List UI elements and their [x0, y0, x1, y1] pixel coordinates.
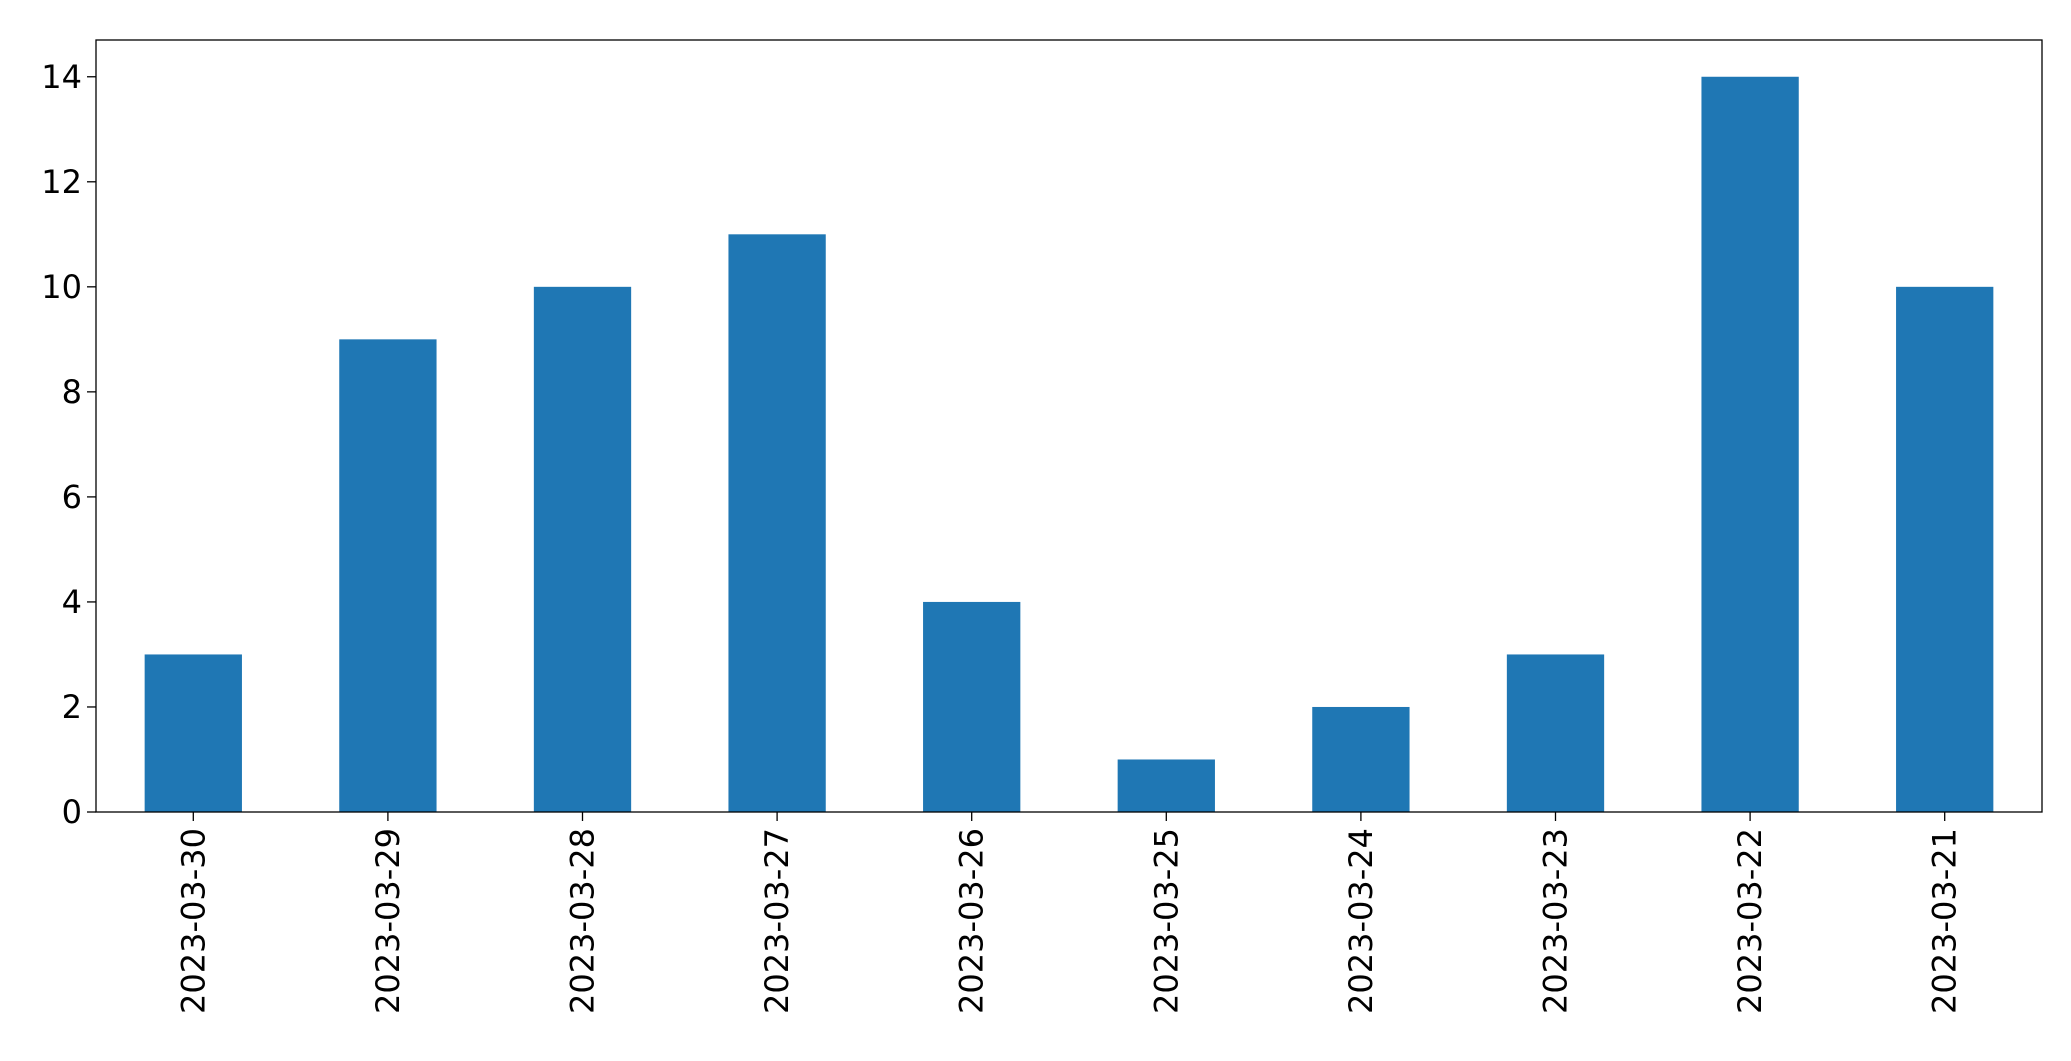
- bar: [339, 339, 437, 812]
- x-tick-label: 2023-03-26: [953, 828, 991, 1014]
- x-tick-label: 2023-03-29: [369, 828, 407, 1014]
- y-tick-label: 6: [62, 478, 82, 516]
- y-tick-label: 12: [41, 163, 82, 201]
- x-tick-label: 2023-03-30: [174, 828, 212, 1014]
- x-tick-label: 2023-03-22: [1731, 828, 1769, 1014]
- bar: [1896, 286, 1994, 812]
- x-tick-label: 2023-03-25: [1147, 828, 1185, 1014]
- y-tick-label: 2: [62, 688, 82, 726]
- bar: [923, 601, 1021, 812]
- x-tick-label: 2023-03-23: [1537, 828, 1575, 1014]
- bar: [1506, 654, 1605, 812]
- x-tick-label: 2023-03-28: [564, 828, 602, 1014]
- bar: [144, 654, 242, 812]
- bar: [728, 234, 826, 812]
- bar: [1312, 706, 1410, 812]
- y-tick-label: 14: [41, 58, 82, 96]
- y-tick-label: 0: [62, 793, 82, 831]
- bar: [1117, 759, 1215, 812]
- bar: [533, 286, 632, 812]
- y-tick-label: 4: [62, 583, 82, 621]
- y-tick-label: 8: [62, 373, 82, 411]
- plot-frame: [95, 39, 2043, 813]
- x-tick-label: 2023-03-21: [1926, 828, 1964, 1014]
- y-tick-label: 10: [41, 268, 82, 306]
- bar: [1701, 76, 1799, 812]
- x-tick-label: 2023-03-24: [1342, 828, 1380, 1014]
- x-tick-label: 2023-03-27: [758, 828, 796, 1014]
